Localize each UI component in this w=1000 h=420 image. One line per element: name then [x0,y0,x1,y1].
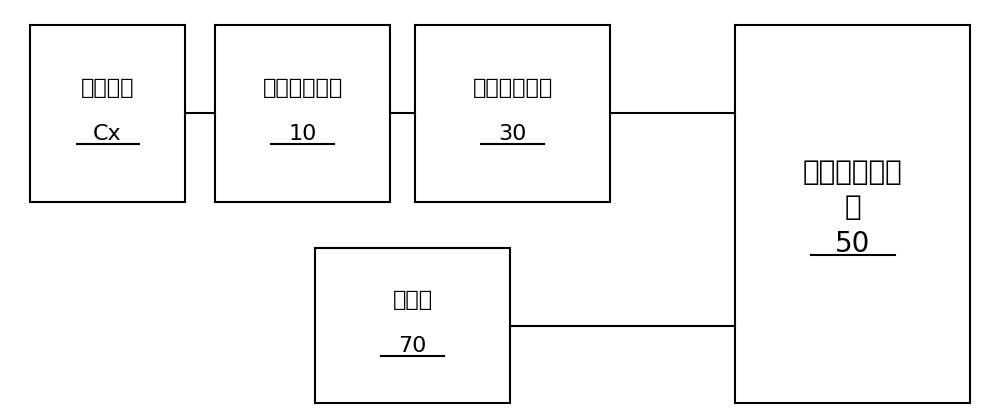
FancyBboxPatch shape [315,248,510,403]
Text: 70: 70 [398,336,427,357]
FancyBboxPatch shape [735,25,970,403]
Text: 统: 统 [844,193,861,220]
Text: 波形整形电路: 波形整形电路 [472,78,553,98]
Text: 10: 10 [288,124,317,144]
Text: 方波产生电路: 方波产生电路 [262,78,343,98]
Text: Cx: Cx [93,124,122,144]
Text: 单片机最小系: 单片机最小系 [803,158,902,186]
Text: 50: 50 [835,230,870,257]
FancyBboxPatch shape [30,25,185,202]
Text: 显示器: 显示器 [392,290,433,310]
FancyBboxPatch shape [215,25,390,202]
Text: 待测电容: 待测电容 [81,78,134,98]
Text: 30: 30 [498,124,527,144]
FancyBboxPatch shape [415,25,610,202]
